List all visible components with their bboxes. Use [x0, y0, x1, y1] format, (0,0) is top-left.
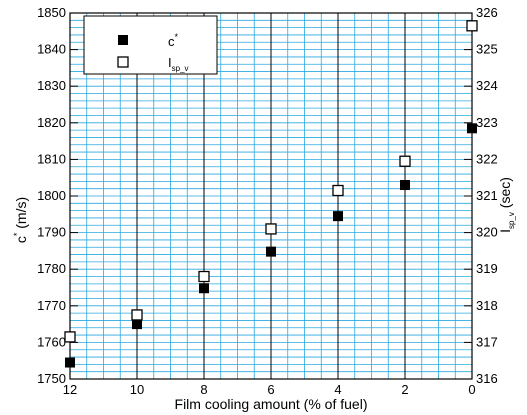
legend-marker-isp-v [117, 56, 129, 68]
y-left-tick-label: 1760 [37, 334, 66, 349]
y-left-tick-label: 1830 [37, 78, 66, 93]
y-right-tick-label: 323 [476, 115, 498, 130]
point-cstar [333, 211, 343, 222]
x-axis-label: Film cooling amount (% of fuel) [175, 396, 368, 412]
legend-box [83, 15, 218, 75]
y-axis-label-left: c* (m/s) [12, 197, 29, 243]
point-cstar [132, 319, 142, 330]
x-tick-label: 2 [401, 382, 408, 397]
legend: c* Isp_v [83, 15, 218, 75]
legend-label-cstar: c* [168, 32, 179, 49]
y-left-tick-label: 1780 [37, 261, 66, 276]
point-isp-v [131, 309, 143, 321]
x-tick-label: 4 [334, 382, 341, 397]
y-left-label-sup: * [12, 232, 22, 236]
point-cstar [467, 123, 477, 134]
y-left-label-base: c [13, 236, 29, 243]
point-cstar [65, 357, 75, 368]
legend-label-isp-v: Isp_v [168, 55, 189, 73]
y-left-tick-label: 1800 [37, 188, 66, 203]
x-tick-label: 0 [468, 382, 475, 397]
axes: 12 10 8 6 4 2 0 1750 1760 1770 1780 1790 1800 1810 182… [37, 5, 498, 397]
y-right-label-rest: (sec) [497, 177, 513, 212]
point-cstar [199, 283, 209, 294]
point-isp-v [399, 155, 411, 167]
y-axis-label-right: Isp_v (sec) [497, 177, 516, 233]
data-marks [64, 20, 478, 368]
y-right-tick-label: 321 [476, 188, 498, 203]
y-left-tick-label: 1790 [37, 225, 66, 240]
y-right-tick-label: 322 [476, 151, 498, 166]
legend-marker-cstar [118, 35, 128, 45]
y-left-tick-label: 1810 [37, 151, 66, 166]
y-right-tick-label: 325 [476, 42, 498, 57]
y-left-label-rest: (m/s) [13, 197, 29, 233]
x-tick-label: 10 [130, 382, 144, 397]
point-isp-v [332, 184, 344, 197]
y-right-tick-label: 326 [476, 5, 498, 20]
svg-text:Isp_v (sec): Isp_v (sec) [497, 177, 516, 233]
point-isp-v [466, 20, 478, 32]
y-right-label-base: I [497, 229, 513, 233]
point-cstar [400, 180, 410, 191]
point-isp-v [265, 223, 277, 235]
x-tick-label: 12 [63, 382, 77, 397]
point-isp-v [64, 331, 76, 343]
x-tick-label: 8 [200, 382, 207, 397]
y-right-tick-label: 320 [476, 225, 498, 240]
point-cstar [266, 246, 276, 257]
y-left-tick-label: 1770 [37, 298, 66, 313]
y-right-label-sub: sp_v [507, 212, 516, 229]
svg-text:c* (m/s): c* (m/s) [12, 197, 29, 243]
y-right-tick-label: 324 [476, 78, 498, 93]
y-left-tick-label: 1840 [37, 42, 66, 57]
y-left-tick-label: 1820 [37, 115, 66, 130]
y-right-tick-label: 317 [476, 334, 498, 349]
y-left-tick-label: 1750 [37, 371, 66, 386]
y-right-tick-label: 318 [476, 298, 498, 313]
x-tick-label: 6 [267, 382, 274, 397]
y-right-tick-label: 316 [476, 371, 498, 386]
y-right-tick-label: 319 [476, 261, 498, 276]
point-isp-v [198, 270, 210, 283]
y-left-tick-label: 1850 [37, 5, 66, 20]
